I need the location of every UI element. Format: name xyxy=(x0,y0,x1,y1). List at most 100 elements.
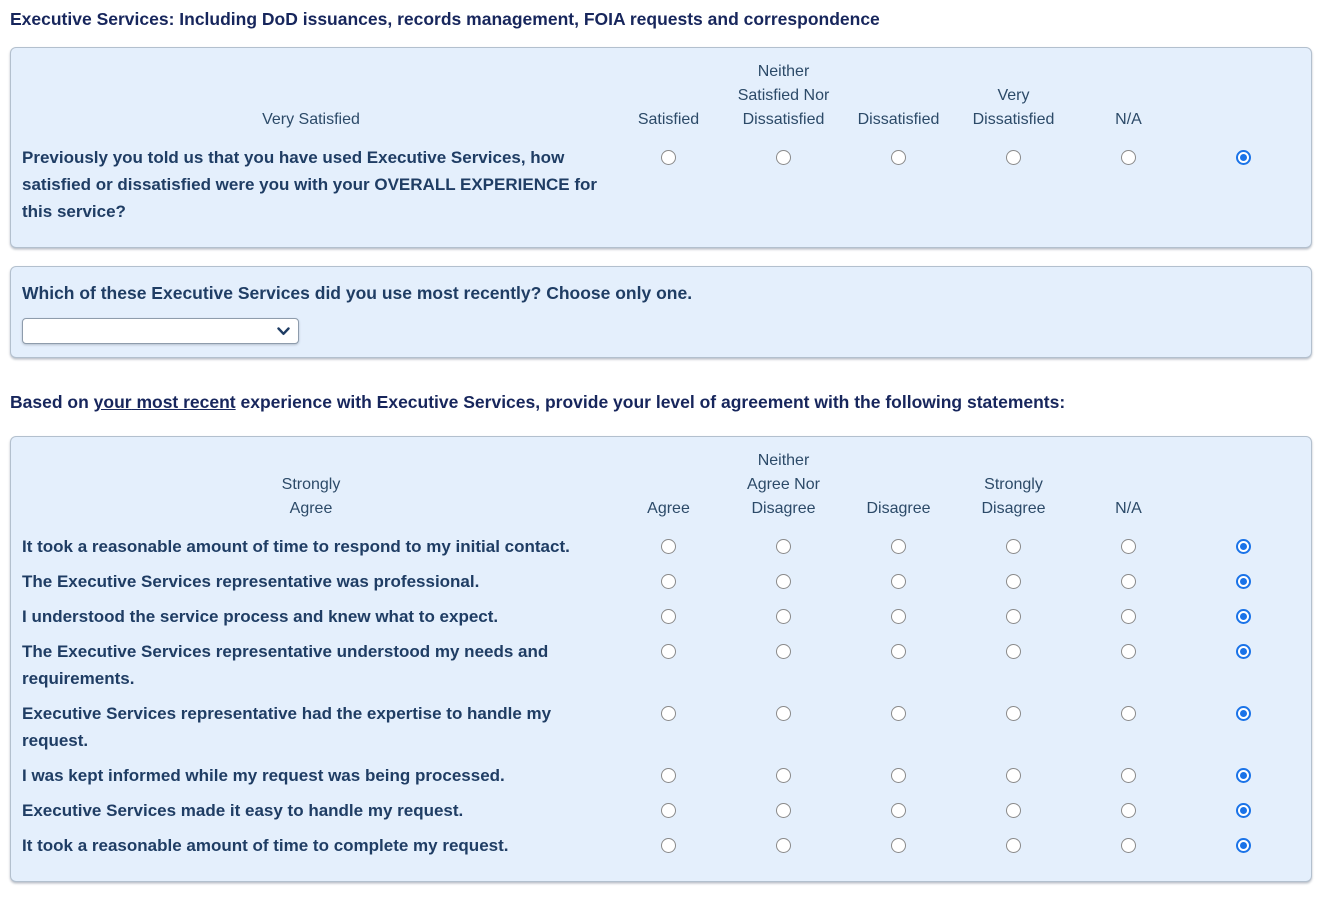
radio-n-a[interactable] xyxy=(1236,644,1251,659)
column-header-label: Strongly Disagree xyxy=(981,476,1046,517)
radio-strongly-agree[interactable] xyxy=(661,644,676,659)
matrix-row: Executive Services made it easy to handl… xyxy=(11,793,1311,828)
radio-neither-satisfied-nor-dissatisfied[interactable] xyxy=(891,150,906,165)
radio-strongly-disagree[interactable] xyxy=(1121,539,1136,554)
radio-strongly-disagree[interactable] xyxy=(1121,803,1136,818)
question-text: The Executive Services representative un… xyxy=(22,642,549,688)
radio-neither-agree-nor-disagree[interactable] xyxy=(891,803,906,818)
radio-strongly-agree[interactable] xyxy=(661,574,676,589)
radio-strongly-disagree[interactable] xyxy=(1121,768,1136,783)
radio-neither-agree-nor-disagree[interactable] xyxy=(891,609,906,624)
matrix-row: I was kept informed while my request was… xyxy=(11,758,1311,793)
matrix-row: The Executive Services representative wa… xyxy=(11,564,1311,599)
radio-cell xyxy=(1071,696,1186,721)
radio-cell xyxy=(1071,828,1186,853)
column-header-label: Neither Agree Nor Disagree xyxy=(747,452,820,517)
radio-disagree[interactable] xyxy=(1006,768,1021,783)
radio-n-a[interactable] xyxy=(1236,768,1251,783)
radio-very-satisfied[interactable] xyxy=(661,150,676,165)
radio-strongly-disagree[interactable] xyxy=(1121,706,1136,721)
column-header-neither-agree-nor-disagree: Neither Agree Nor Disagree xyxy=(726,449,841,529)
page-title: Executive Services: Including DoD issuan… xyxy=(10,9,880,29)
radio-strongly-agree[interactable] xyxy=(661,803,676,818)
radio-selected-dot xyxy=(1240,772,1247,779)
radio-strongly-agree[interactable] xyxy=(661,609,676,624)
radio-n-a[interactable] xyxy=(1236,706,1251,721)
radio-agree[interactable] xyxy=(776,609,791,624)
radio-strongly-disagree[interactable] xyxy=(1121,574,1136,589)
matrix-row: Executive Services representative had th… xyxy=(11,696,1311,758)
radio-strongly-disagree[interactable] xyxy=(1121,609,1136,624)
radio-cell xyxy=(1071,793,1186,818)
radio-satisfied[interactable] xyxy=(776,150,791,165)
column-header-label: Very Satisfied xyxy=(262,111,360,128)
radio-n-a[interactable] xyxy=(1236,609,1251,624)
column-header-neither-satisfied-nor-dissatisfied: Neither Satisfied Nor Dissatisfied xyxy=(726,60,841,140)
radio-cell xyxy=(611,599,726,624)
radio-n-a[interactable] xyxy=(1236,150,1251,165)
radio-strongly-agree[interactable] xyxy=(661,706,676,721)
column-header-agree: Agree xyxy=(611,497,726,529)
radio-strongly-agree[interactable] xyxy=(661,838,676,853)
radio-neither-agree-nor-disagree[interactable] xyxy=(891,838,906,853)
radio-dissatisfied[interactable] xyxy=(1006,150,1021,165)
radio-strongly-disagree[interactable] xyxy=(1121,838,1136,853)
radio-strongly-agree[interactable] xyxy=(661,539,676,554)
agreement-intro: Based on your most recent experience wit… xyxy=(10,389,1312,416)
radio-cell xyxy=(1186,564,1301,589)
radio-n-a[interactable] xyxy=(1236,574,1251,589)
question-text: I understood the service process and kne… xyxy=(22,607,499,626)
radio-cell xyxy=(1071,634,1186,659)
radio-selected-dot xyxy=(1240,543,1247,550)
radio-strongly-agree[interactable] xyxy=(661,768,676,783)
radio-neither-agree-nor-disagree[interactable] xyxy=(891,539,906,554)
radio-agree[interactable] xyxy=(776,706,791,721)
question-bold-phrase: most recently xyxy=(416,283,531,303)
radio-very-dissatisfied[interactable] xyxy=(1121,150,1136,165)
radio-selected-dot xyxy=(1240,807,1247,814)
radio-n-a[interactable] xyxy=(1236,838,1251,853)
column-header-label: N/A xyxy=(1115,500,1142,517)
radio-cell xyxy=(1071,529,1186,554)
radio-disagree[interactable] xyxy=(1006,609,1021,624)
radio-selected-dot xyxy=(1240,613,1247,620)
radio-cell xyxy=(611,529,726,554)
radio-cell xyxy=(956,529,1071,554)
column-header-very-dissatisfied: Very Dissatisfied xyxy=(956,84,1071,140)
question-text: The Executive Services representative wa… xyxy=(22,572,480,591)
recent-service-select-wrap xyxy=(22,318,299,344)
radio-cell xyxy=(1186,828,1301,853)
radio-agree[interactable] xyxy=(776,803,791,818)
column-header-label: N/A xyxy=(1115,111,1142,128)
radio-n-a[interactable] xyxy=(1236,539,1251,554)
radio-agree[interactable] xyxy=(776,838,791,853)
radio-disagree[interactable] xyxy=(1006,706,1021,721)
radio-cell xyxy=(1071,758,1186,783)
radio-disagree[interactable] xyxy=(1006,539,1021,554)
radio-disagree[interactable] xyxy=(1006,838,1021,853)
column-header-disagree: Disagree xyxy=(841,497,956,529)
matrix-row: It took a reasonable amount of time to c… xyxy=(11,828,1311,869)
radio-agree[interactable] xyxy=(776,574,791,589)
question-text: Executive Services representative had th… xyxy=(22,704,552,750)
matrix-row: Previously you told us that you have use… xyxy=(11,140,1311,235)
radio-cell xyxy=(956,793,1071,818)
radio-cell xyxy=(611,793,726,818)
radio-disagree[interactable] xyxy=(1006,803,1021,818)
intro-emphasis-underline: most recent xyxy=(131,392,236,412)
radio-n-a[interactable] xyxy=(1236,803,1251,818)
column-header-label: Very Dissatisfied xyxy=(972,87,1055,128)
radio-disagree[interactable] xyxy=(1006,644,1021,659)
radio-neither-agree-nor-disagree[interactable] xyxy=(891,574,906,589)
question-text: Executive Services made it easy to handl… xyxy=(22,801,464,820)
radio-agree[interactable] xyxy=(776,539,791,554)
radio-neither-agree-nor-disagree[interactable] xyxy=(891,706,906,721)
radio-neither-agree-nor-disagree[interactable] xyxy=(891,768,906,783)
radio-strongly-disagree[interactable] xyxy=(1121,644,1136,659)
radio-agree[interactable] xyxy=(776,768,791,783)
radio-disagree[interactable] xyxy=(1006,574,1021,589)
recent-service-select[interactable] xyxy=(22,318,299,344)
column-header-label: Dissatisfied xyxy=(857,111,940,128)
radio-neither-agree-nor-disagree[interactable] xyxy=(891,644,906,659)
radio-agree[interactable] xyxy=(776,644,791,659)
